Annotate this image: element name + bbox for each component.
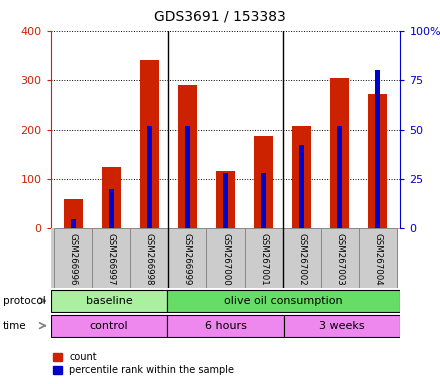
Text: GSM266999: GSM266999 [183, 233, 192, 285]
Bar [167, 290, 400, 312]
Text: GSM266996: GSM266996 [69, 233, 78, 285]
Text: control: control [90, 321, 128, 331]
Text: baseline: baseline [85, 296, 132, 306]
Bar [185, 126, 191, 228]
Bar [55, 228, 92, 288]
Text: protocol: protocol [3, 296, 46, 306]
Text: time: time [3, 321, 27, 331]
Text: GSM267004: GSM267004 [373, 233, 382, 285]
Bar [337, 126, 342, 228]
Text: GSM266997: GSM266997 [107, 233, 116, 285]
Bar [169, 228, 206, 288]
Text: 6 hours: 6 hours [205, 321, 246, 331]
Bar [92, 228, 130, 288]
Text: GSM267003: GSM267003 [335, 233, 344, 285]
Bar [70, 218, 76, 228]
Bar [178, 85, 197, 228]
Bar [167, 315, 284, 337]
Text: GSM267000: GSM267000 [221, 233, 230, 285]
Text: GSM267002: GSM267002 [297, 233, 306, 285]
Text: olive oil consumption: olive oil consumption [224, 296, 343, 306]
Bar [321, 228, 359, 288]
Bar [147, 126, 152, 228]
Bar [130, 228, 169, 288]
Bar [245, 228, 282, 288]
Bar [282, 228, 321, 288]
Bar [64, 199, 83, 228]
Text: GDS3691 / 153383: GDS3691 / 153383 [154, 10, 286, 23]
Bar [375, 70, 381, 228]
Bar [359, 228, 396, 288]
Bar [368, 94, 387, 228]
Text: GSM266998: GSM266998 [145, 233, 154, 285]
Bar [254, 136, 273, 228]
Bar [292, 126, 311, 228]
Bar [102, 167, 121, 228]
Legend: count, percentile rank within the sample: count, percentile rank within the sample [49, 348, 238, 379]
Text: 3 weeks: 3 weeks [319, 321, 365, 331]
Text: GSM267001: GSM267001 [259, 233, 268, 285]
Bar [216, 170, 235, 228]
Bar [109, 189, 114, 228]
Bar [299, 146, 304, 228]
Bar [51, 290, 167, 312]
Bar [140, 60, 159, 228]
Bar [260, 173, 266, 228]
Bar [51, 315, 167, 337]
Bar [223, 173, 228, 228]
Bar [330, 78, 349, 228]
Bar [284, 315, 400, 337]
Bar [206, 228, 245, 288]
